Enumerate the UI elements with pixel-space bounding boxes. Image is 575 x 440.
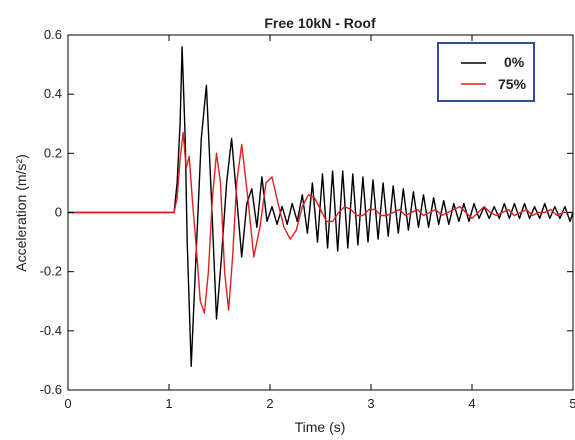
y-tick-label-3: 0 (55, 205, 62, 220)
chart-title: Free 10kN - Roof (264, 15, 376, 31)
x-tick-label-2: 2 (266, 396, 273, 411)
series-line-0 (68, 46, 574, 367)
x-tick-label-4: 4 (468, 396, 475, 411)
series-line-1 (68, 131, 573, 314)
legend-label-0: 0% (504, 54, 525, 70)
axes-layer: 0 1 2 3 4 5 -0.6 -0.4 -0.2 0 0.2 0.4 0.6 (40, 27, 575, 411)
y-tick-label-0: -0.6 (40, 382, 62, 397)
x-tick-label-1: 1 (165, 396, 172, 411)
y-tick-label-1: -0.4 (40, 323, 62, 338)
y-axis-label: Acceleration (m/s²) (13, 154, 29, 271)
y-tick-label-6: 0.6 (44, 27, 62, 42)
legend-box (437, 42, 535, 102)
x-tick-label-0: 0 (64, 396, 71, 411)
y-tick-label-2: -0.2 (40, 264, 62, 279)
y-tick-label-4: 0.2 (44, 145, 62, 160)
x-tick-label-3: 3 (367, 396, 374, 411)
x-tick-label-5: 5 (569, 396, 575, 411)
series-layer (68, 46, 574, 367)
y-tick-label-5: 0.4 (44, 86, 62, 101)
legend: 0% 75% (437, 42, 535, 102)
legend-label-1: 75% (498, 76, 527, 92)
x-axis-label: Time (s) (295, 419, 346, 435)
